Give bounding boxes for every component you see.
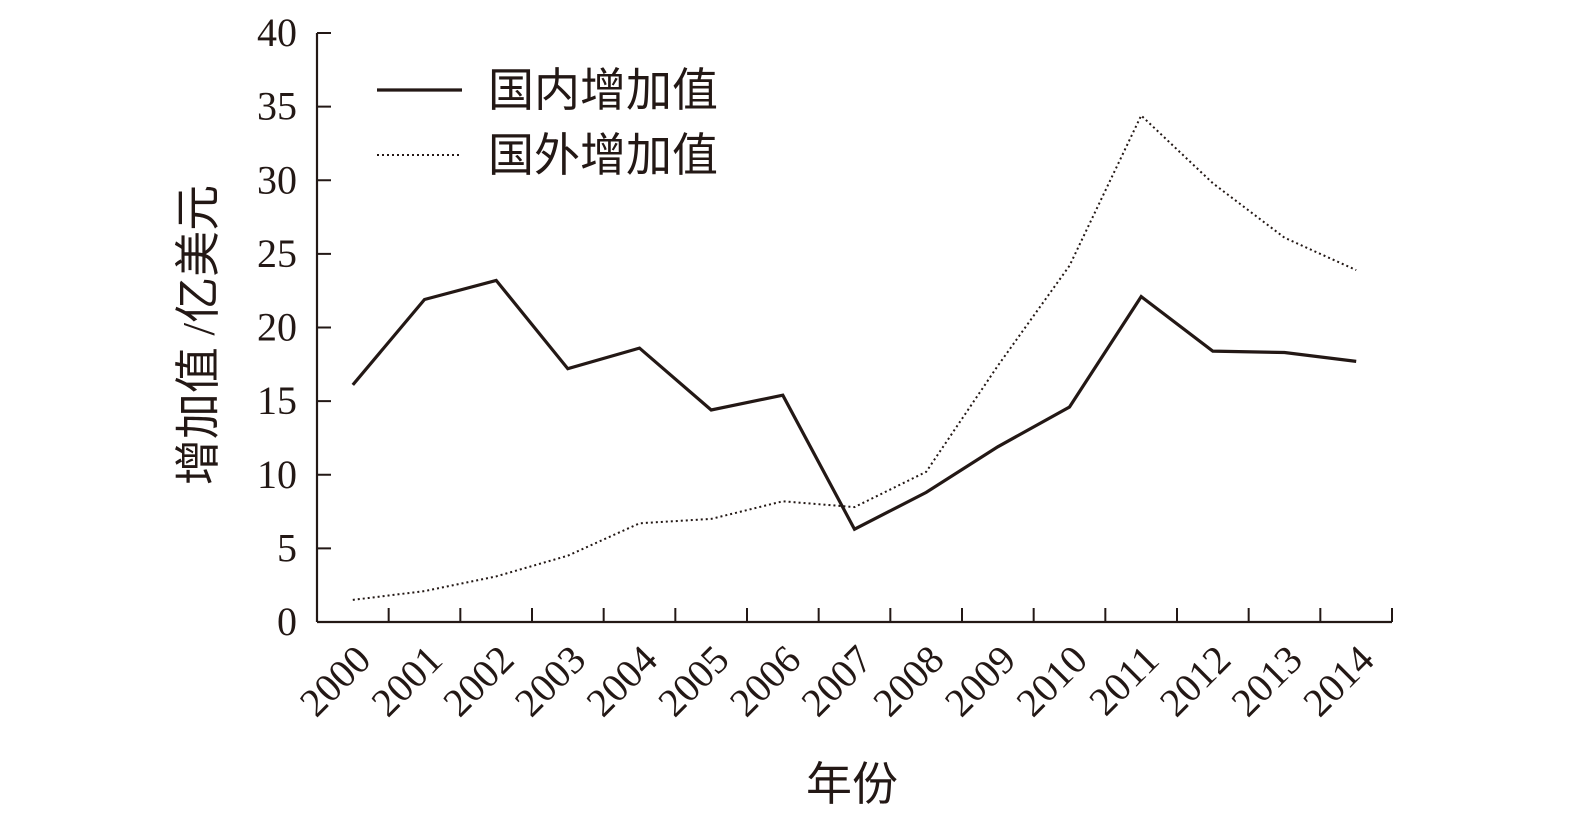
y-tick-label: 25 [257,231,297,276]
y-tick-label: 30 [257,157,297,202]
x-tick-label: 2000 [291,637,379,725]
y-tick-label: 35 [257,84,297,129]
series-line-2 [352,113,1357,601]
legend-label-2: 国外增加值 [488,130,718,181]
x-tick-label: 2010 [1007,637,1095,725]
y-axis-ticks: 0 5 10 15 20 25 30 35 40 [257,10,331,644]
y-tick-label: 10 [257,452,297,497]
y-tick-label: 15 [257,378,297,423]
x-tick-label: 2008 [864,637,952,725]
x-tick-label: 2007 [792,637,880,725]
y-axis-title: 增加值 /亿美元 [173,185,224,485]
x-tick-label: 2014 [1294,637,1382,725]
x-tick-label: 2013 [1222,637,1310,725]
series-line-1 [351,278,1357,532]
x-axis-ticks: 2000200120022003200420052006200720082009… [291,608,1393,725]
x-tick-label: 2006 [721,637,809,725]
y-tick-label: 5 [277,525,297,570]
x-axis-title: 年份 [806,759,898,810]
y-tick-label: 20 [257,305,297,350]
x-tick-label: 2003 [506,637,594,725]
x-tick-label: 2001 [362,637,450,725]
x-tick-label: 2012 [1151,637,1239,725]
x-tick-label: 2004 [577,637,665,725]
y-tick-label: 40 [257,10,297,55]
chart-axes [315,33,1392,624]
y-tick-label: 0 [277,599,297,644]
x-tick-label: 2009 [936,637,1024,725]
x-tick-label: 2005 [649,637,737,725]
legend-label-1: 国内增加值 [488,65,718,116]
x-tick-label: 2002 [434,637,522,725]
x-tick-label: 2011 [1080,637,1167,724]
series-lines [351,113,1357,601]
